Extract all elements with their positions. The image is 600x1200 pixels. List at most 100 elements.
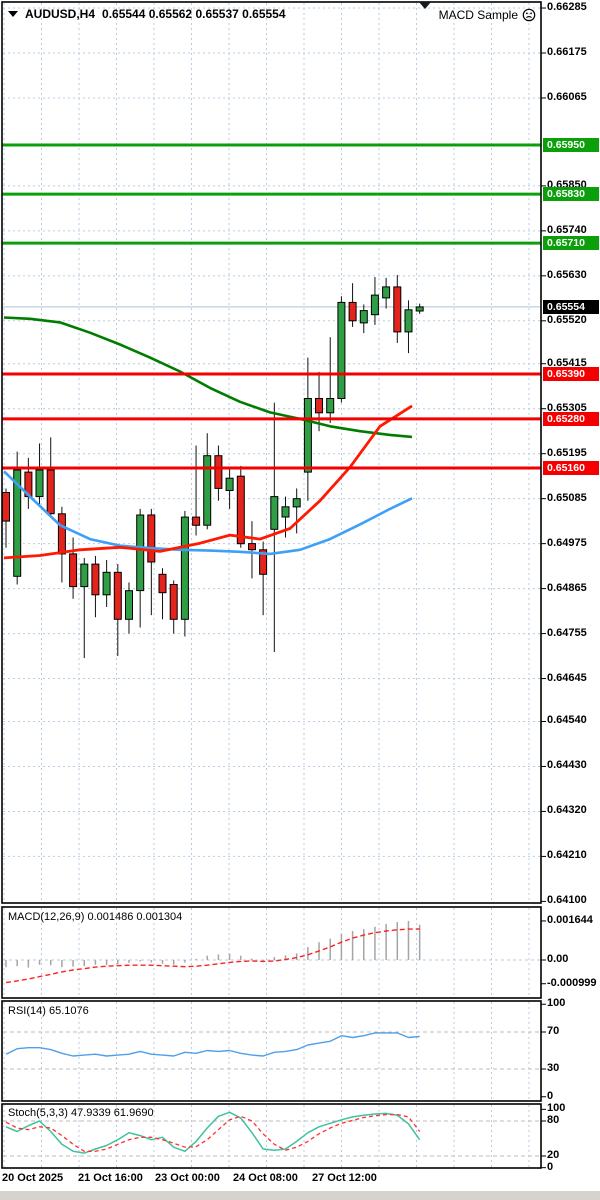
time-axis-label: 21 Oct 16:00 xyxy=(78,1172,143,1184)
macd-axis-label: 0.001644 xyxy=(547,914,593,926)
candle xyxy=(404,309,413,333)
candle xyxy=(359,310,368,324)
time-axis-label: 23 Oct 00:00 xyxy=(155,1172,220,1184)
rsi-panel-label: RSI(14) 65.1076 xyxy=(8,1005,89,1017)
ma-green-line xyxy=(3,316,413,439)
candle xyxy=(57,513,66,555)
price-axis-label: 0.64100 xyxy=(547,894,587,906)
chart-shift-marker-icon[interactable] xyxy=(419,2,431,9)
candle xyxy=(415,306,424,312)
price-axis-label: 0.65195 xyxy=(547,447,587,459)
candle xyxy=(203,455,212,526)
candle xyxy=(292,498,301,508)
candle xyxy=(393,286,402,333)
time-axis-label: 24 Oct 08:00 xyxy=(233,1172,298,1184)
window-bottom-edge xyxy=(0,1191,600,1200)
price-axis-label: 0.65415 xyxy=(547,357,587,369)
ohlc-quote-label: 0.65544 0.65562 0.65537 0.65554 xyxy=(102,7,286,21)
candle xyxy=(348,301,357,322)
price-axis-label: 0.64210 xyxy=(547,849,587,861)
price-badge-green: 0.65830 xyxy=(543,187,599,201)
rsi-axis-label: 70 xyxy=(547,1025,560,1037)
price-badge-green: 0.65950 xyxy=(543,138,599,152)
stoch-axis-label: 0 xyxy=(547,1161,554,1173)
candle xyxy=(315,398,323,414)
candle xyxy=(80,563,89,588)
candle xyxy=(225,477,234,492)
price-axis-label: 0.66175 xyxy=(547,46,587,58)
price-axis-label: 0.64430 xyxy=(547,759,587,771)
candle xyxy=(91,563,100,596)
stoch-axis-label: 100 xyxy=(547,1102,566,1114)
panel-border xyxy=(1,1103,542,1169)
price-badge-black: 0.65554 xyxy=(543,300,599,314)
macd-sample-label: MACD Sample xyxy=(438,8,518,22)
sad-face-icon xyxy=(522,8,536,22)
indicator-overlay-label: MACD Sample xyxy=(439,8,536,22)
candle xyxy=(2,492,10,522)
price-axis-label: 0.64975 xyxy=(547,537,587,549)
macd-signal-line xyxy=(5,928,420,984)
main-chart-plot[interactable] xyxy=(2,2,541,903)
price-axis-label: 0.64755 xyxy=(547,627,587,639)
price-axis-label: 0.66285 xyxy=(547,1,587,13)
candle xyxy=(326,398,335,414)
candle xyxy=(337,301,346,399)
candle xyxy=(69,553,78,588)
candle xyxy=(281,506,290,518)
stoch-d-line xyxy=(5,1113,421,1152)
candle xyxy=(270,496,279,530)
panel-border xyxy=(1,1,542,904)
symbol-dropdown-icon[interactable] xyxy=(8,11,18,17)
macd-axis-label: 0.00 xyxy=(547,953,569,965)
candle xyxy=(192,516,201,526)
candle xyxy=(13,469,22,577)
price-axis-label: 0.64865 xyxy=(547,582,587,594)
price-axis-label: 0.65740 xyxy=(547,224,587,236)
candle xyxy=(136,514,145,592)
price-axis-label: 0.66065 xyxy=(547,91,587,103)
candle xyxy=(102,571,111,596)
candle xyxy=(382,286,391,299)
stoch-plot[interactable] xyxy=(2,1104,541,1168)
candle xyxy=(236,475,245,545)
rsi-axis-label: 30 xyxy=(547,1062,560,1074)
ma-blue-line xyxy=(3,470,413,556)
time-axis-label: 27 Oct 12:00 xyxy=(312,1172,377,1184)
candle xyxy=(169,584,178,620)
candle xyxy=(147,514,156,563)
macd-plot[interactable] xyxy=(2,907,541,998)
stoch-axis-label: 80 xyxy=(547,1114,560,1126)
price-axis-label: 0.64645 xyxy=(547,672,587,684)
price-badge-red: 0.65160 xyxy=(543,461,599,475)
panel-border xyxy=(1,906,542,999)
price-axis-label: 0.65085 xyxy=(547,492,587,504)
candle xyxy=(113,571,122,620)
time-axis-label: 20 Oct 2025 xyxy=(2,1172,64,1184)
rsi-plot[interactable] xyxy=(2,1001,541,1101)
symbol-period-label: AUDUSD,H4 xyxy=(25,7,96,21)
macd-panel-label: MACD(12,26,9) 0.001486 0.001304 xyxy=(8,911,183,923)
panel-border xyxy=(1,1000,542,1102)
rsi-axis-label: 0 xyxy=(547,1090,554,1102)
price-axis-label: 0.65520 xyxy=(547,314,587,326)
candle xyxy=(125,590,133,620)
price-badge-red: 0.65280 xyxy=(543,412,599,426)
candle xyxy=(259,549,268,575)
candle xyxy=(180,516,189,620)
price-badge-green: 0.65710 xyxy=(543,236,599,250)
candle xyxy=(214,455,223,489)
rsi-line xyxy=(5,1032,420,1057)
price-badge-red: 0.65390 xyxy=(543,367,599,381)
stoch-k-line xyxy=(5,1111,421,1154)
stoch-axis-label: 20 xyxy=(547,1149,560,1161)
macd-axis-label: -0.000999 xyxy=(547,977,597,989)
price-axis-label: 0.65630 xyxy=(547,269,587,281)
price-axis-label: 0.64320 xyxy=(547,804,587,816)
candle xyxy=(370,294,379,316)
candle xyxy=(248,543,256,551)
rsi-axis-label: 100 xyxy=(547,997,566,1009)
price-axis-label: 0.65305 xyxy=(547,402,587,414)
